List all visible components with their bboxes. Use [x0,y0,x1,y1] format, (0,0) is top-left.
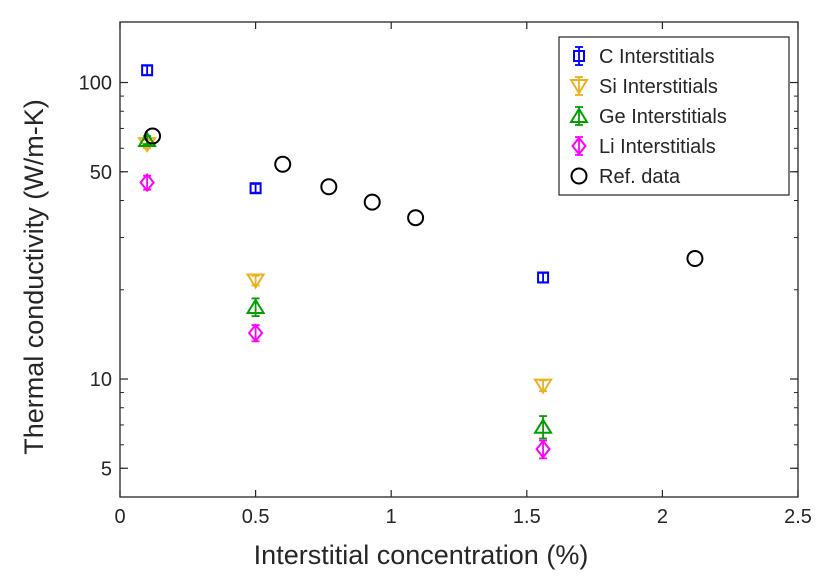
legend-marker [569,107,589,123]
y-tick-label: 5 [101,458,112,480]
x-tick-label: 0 [114,506,125,528]
legend-label: Li Interstitials [599,136,716,158]
y-tick-label: 50 [90,162,112,184]
legend-item: Ref. data [570,166,681,188]
legend: C Interstitials Si Interstitials Ge Inters… [558,36,790,196]
plot-frame [119,21,799,498]
x-tick-label: 0.5 [242,506,270,528]
legend-label: Ge Interstitials [599,106,727,128]
data-point [139,172,155,193]
legend-marker [573,50,585,62]
series-si-interstitials [137,137,553,395]
x-tick-label: 1 [386,506,397,528]
legend-label: Si Interstitials [599,76,718,98]
data-point [274,155,292,173]
legend-marker [570,167,588,185]
data-point [141,64,154,77]
y-axis-label: Thermal conductivity (W/m-K) [19,99,49,455]
data-point [247,323,264,343]
y-tick-label: 100 [79,73,112,95]
data-point [533,417,553,434]
series-li-interstitials [139,172,551,460]
legend-item: Si Interstitials [569,76,718,98]
x-axis-label: Interstitial concentration (%) [254,540,589,570]
data-point [533,378,553,395]
data-point [363,193,381,211]
x-tick-label: 2 [657,506,668,528]
legend-label: Ref. data [599,166,681,188]
data-point [320,178,338,196]
axes-layer: 0 0.5 1 1.5 2 2.5 5 10 50 100 [79,21,812,528]
data-point [245,298,266,314]
x-tick-label: 2.5 [784,506,812,528]
legend-box [558,36,790,196]
legend-item: Ge Interstitials [569,106,727,128]
legend-marker [569,79,589,95]
series-c-interstitials [141,64,550,284]
data-point [144,127,162,145]
data-point [537,271,550,284]
x-tick-label: 1.5 [513,506,541,528]
y-tick-label: 10 [90,369,112,391]
legend-label: C Interstitials [599,46,715,68]
legend-marker [571,136,587,156]
data-point [137,131,157,147]
legend-item: Li Interstitials [571,136,716,158]
data-layer [137,64,704,460]
data-point [249,182,262,195]
data-point [535,439,551,459]
series-ge-interstitials [137,131,553,440]
series-ref-data [144,127,704,267]
data-point [686,249,704,267]
data-point [245,273,266,290]
legend-item: C Interstitials [573,46,715,68]
data-point [407,209,425,227]
